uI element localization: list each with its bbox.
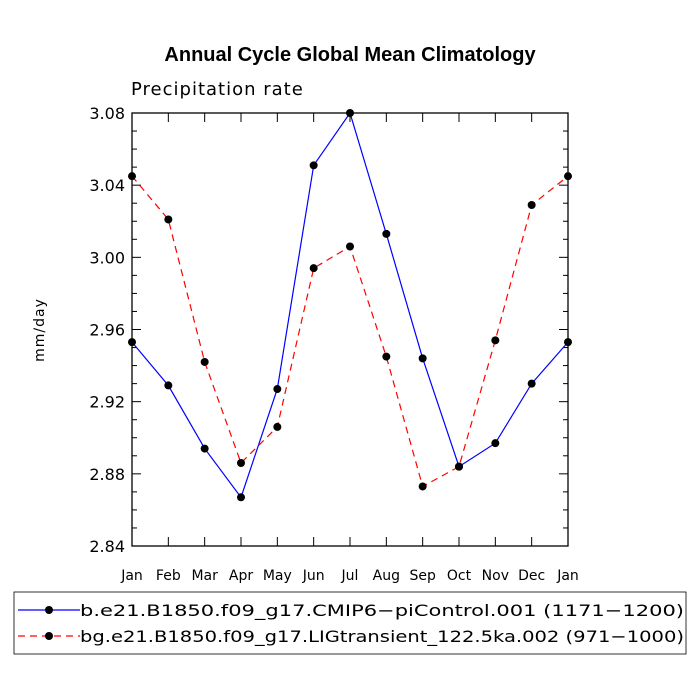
y-tick-label: 2.92 [89,393,125,412]
legend-marker-1 [45,606,53,614]
x-tick-label: Nov [482,568,509,584]
data-point-series-1 [309,161,318,170]
y-axis-label: mm/day [32,298,48,362]
data-point-series-2 [309,264,318,273]
data-point-series-2 [527,201,536,210]
data-point-series-1 [527,379,536,388]
data-point-series-2 [564,172,572,181]
data-point-series-1 [382,229,391,238]
chart-title: Annual Cycle Global Mean Climatology [164,44,536,66]
data-point-series-2 [273,422,282,431]
x-tick-label: Jan [120,568,143,584]
data-point-series-1 [237,493,245,502]
data-point-series-2 [491,336,500,345]
y-tick-label: 3.00 [89,248,125,267]
data-point-series-1 [491,439,500,448]
y-tick-label: 2.84 [89,537,125,556]
legend-box [13,591,687,655]
data-point-series-1 [200,444,209,453]
x-tick-label: Jan [556,568,579,584]
plot-frame [131,112,569,547]
data-point-series-1 [418,354,427,363]
x-tick-label: Feb [156,568,181,584]
data-point-series-2 [418,482,427,491]
plot-area: 2.84 2.88 2.92 2.96 3.00 3.04 3.08 Jan Feb Mar Apr… [89,104,578,584]
data-point-series-2 [455,462,463,471]
data-point-series-2 [128,172,136,181]
data-point-series-2 [237,459,245,468]
data-point-series-1 [346,109,354,117]
x-tick-label: Jun [302,568,325,584]
x-tick-label: Sep [409,568,436,584]
y-tick-label: 2.96 [89,321,125,340]
series-line-2 [131,175,569,488]
x-tick-label: Apr [229,568,253,584]
data-point-series-2 [200,357,209,366]
data-point-series-2 [164,215,173,224]
x-tick-label: May [263,568,292,584]
chart-subtitle: Precipitation rate [131,79,304,100]
x-tick-label: Jul [341,568,359,584]
data-point-series-1 [128,338,136,347]
data-point-series-2 [346,242,354,251]
legend-marker-2 [45,632,53,640]
data-point-series-1 [273,385,282,394]
legend-label-1: b.e21.B1850.f09_g17.CMIP6−piControl.001 … [80,601,684,621]
data-point-series-1 [164,381,173,390]
y-tick-label: 3.04 [89,176,125,195]
y-tick-label: 3.08 [89,104,125,123]
x-tick-label: Aug [373,568,400,584]
legend: b.e21.B1850.f09_g17.CMIP6−piControl.001 … [13,591,687,655]
y-tick-label: 2.88 [89,465,125,484]
series-line-1 [131,111,569,499]
legend-label-2: bg.e21.B1850.f09_g17.LIGtransient_122.5k… [80,627,684,647]
x-tick-label: Oct [447,568,472,584]
x-tick-label: Mar [191,568,218,584]
data-point-series-1 [564,338,572,347]
data-point-series-2 [382,352,391,361]
x-tick-label: Dec [518,568,545,584]
